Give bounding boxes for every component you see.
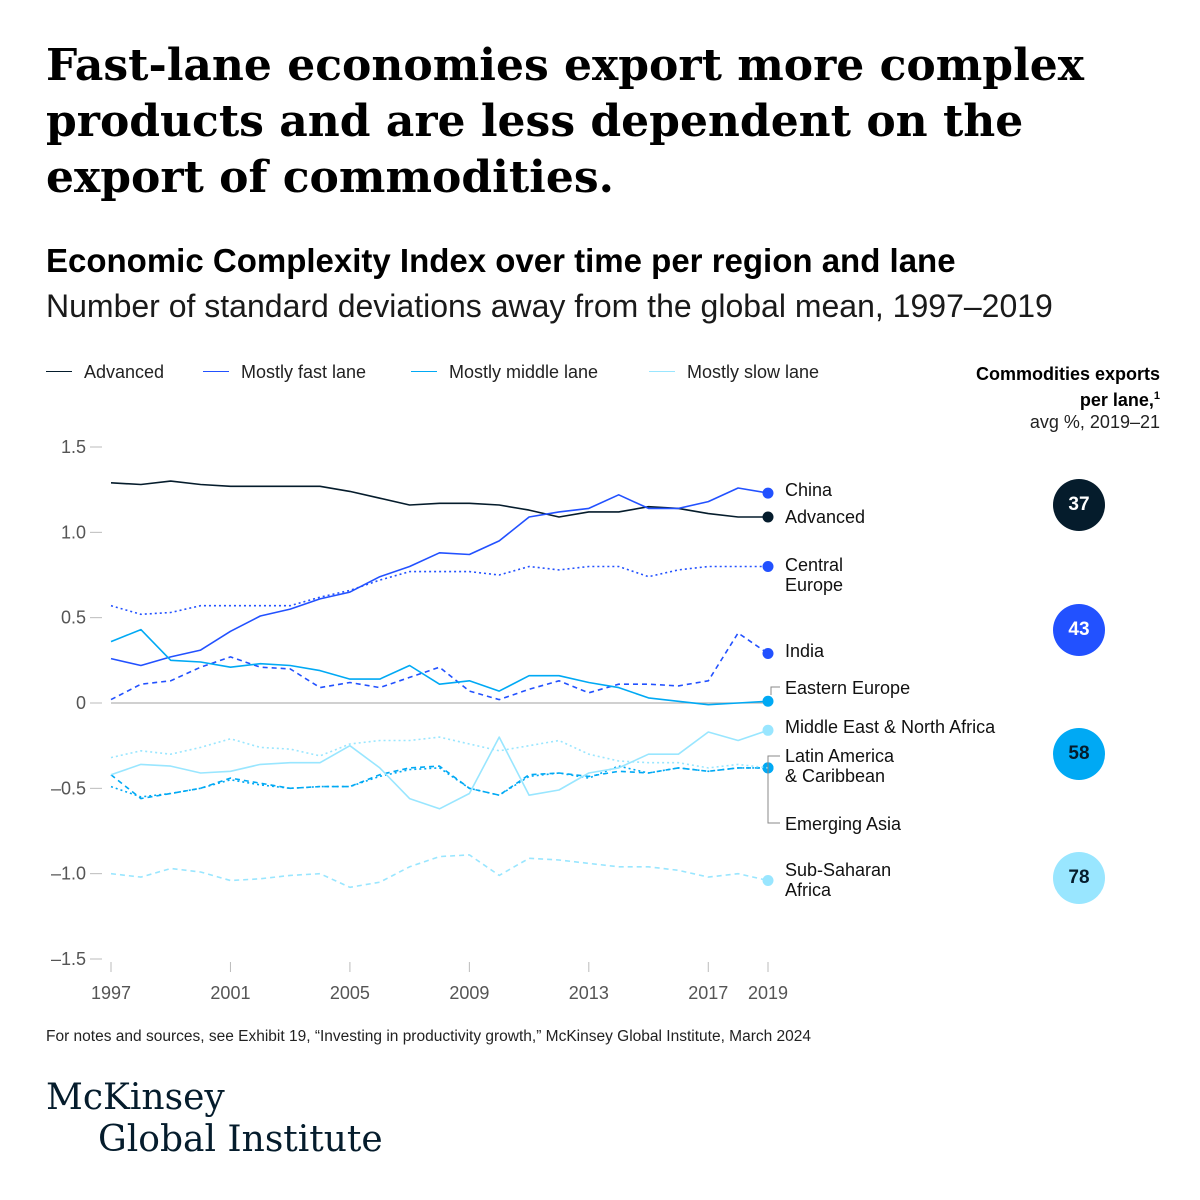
region-label-central-europe: Central (785, 555, 843, 575)
legend-swatch-slow-lane (649, 370, 675, 372)
region-label-sub-saharan-africa: Africa (785, 880, 832, 900)
x-tick-label: 2017 (688, 983, 728, 1003)
series-line-emerging-asia (110, 765, 768, 798)
badge-fast-lane: 43 (1053, 604, 1105, 656)
region-label-india: India (785, 641, 825, 661)
x-tick-label: 2019 (748, 983, 788, 1003)
end-point-advanced (762, 511, 774, 523)
y-tick-label: 0.5 (61, 608, 86, 628)
region-label-china: China (785, 480, 833, 500)
legend-label: Mostly middle lane (449, 362, 599, 382)
legend-label: Mostly slow lane (687, 362, 820, 382)
series-line-india (110, 632, 769, 701)
series-line-central-europe (110, 565, 768, 616)
end-point-sub-saharan-africa (762, 874, 774, 886)
series-line-eastern-europe (110, 628, 769, 706)
legend-item-slow-lane: Mostly slow lane (649, 362, 819, 383)
x-tick-label: 2013 (569, 983, 609, 1003)
legend-label: Advanced (84, 362, 165, 382)
y-tick-label: –1.5 (51, 949, 86, 969)
badge-slow-lane: 78 (1053, 852, 1105, 904)
legend-swatch-middle-lane (411, 370, 437, 372)
chart-subtitle: Number of standard deviations away from … (46, 288, 1053, 324)
x-tick-label: 1997 (91, 983, 131, 1003)
x-tick-label: 2001 (210, 983, 250, 1003)
label-connector (767, 755, 780, 824)
commodities-title-line1: Commodities exports (975, 364, 1160, 384)
headline: Fast-lane economies export more complex … (46, 40, 1085, 203)
series-line-middle-east-north-africa (110, 729, 769, 810)
series-lines (110, 480, 774, 889)
legend-item-middle-lane: Mostly middle lane (411, 362, 598, 383)
mckinsey-logo: McKinsey Global Institute (46, 1077, 383, 1161)
region-label-latin-america-caribbean: Latin America (785, 746, 895, 766)
x-tick-label: 2005 (330, 983, 370, 1003)
series-line-sub-saharan-africa (110, 854, 769, 889)
label-connector (770, 686, 780, 695)
commodities-title-line2: per lane, (1079, 390, 1154, 410)
series-line-china (110, 487, 769, 667)
region-label-central-europe: Europe (785, 575, 843, 595)
region-label-latin-america-caribbean: & Caribbean (785, 766, 885, 786)
logo-line2: Global Institute (98, 1119, 383, 1160)
y-tick-label: –0.5 (51, 778, 86, 798)
commodities-subtitle: avg %, 2019–21 (1029, 412, 1160, 432)
source-footnote: For notes and sources, see Exhibit 19, “… (46, 1028, 812, 1045)
y-tick-label: 0 (76, 693, 86, 713)
footnote-marker: 1 (1153, 390, 1160, 402)
region-label-eastern-europe: Eastern Europe (785, 678, 910, 698)
badge-middle-lane: 58 (1053, 728, 1105, 780)
series-line-mostly-slow-lane-dotted (110, 736, 769, 769)
legend-item-advanced: Advanced (46, 362, 164, 383)
region-label-advanced: Advanced (785, 507, 865, 527)
legend-swatch-advanced (46, 370, 72, 372)
legend-swatch-fast-lane (203, 370, 229, 372)
region-label-emerging-asia: Emerging Asia (785, 814, 902, 834)
end-point-india (762, 648, 774, 660)
legend-item-fast-lane: Mostly fast lane (203, 362, 366, 383)
series-line-advanced (110, 480, 768, 518)
series-line-latin-america-caribbean (110, 765, 768, 800)
end-point-central-europe (762, 560, 774, 572)
commodities-exports-header: Commodities exports per lane,1 avg %, 20… (940, 363, 1160, 433)
end-point-middle-east-north-africa (762, 724, 774, 736)
region-label-sub-saharan-africa: Sub-Saharan (785, 860, 891, 880)
label-connectors (767, 686, 780, 824)
y-tick-label: –1.0 (51, 864, 86, 884)
region-label-middle-east-north-africa: Middle East & North Africa (785, 717, 996, 737)
end-point-china (762, 487, 774, 499)
legend-label: Mostly fast lane (241, 362, 367, 382)
x-tick-label: 2009 (449, 983, 489, 1003)
y-tick-label: 1.5 (61, 437, 86, 457)
badge-advanced: 37 (1053, 479, 1105, 531)
logo-line1: McKinsey (46, 1077, 225, 1118)
y-tick-label: 1.0 (61, 522, 86, 542)
end-point-eastern-europe (762, 695, 774, 707)
chart-title: Economic Complexity Index over time per … (46, 242, 956, 279)
